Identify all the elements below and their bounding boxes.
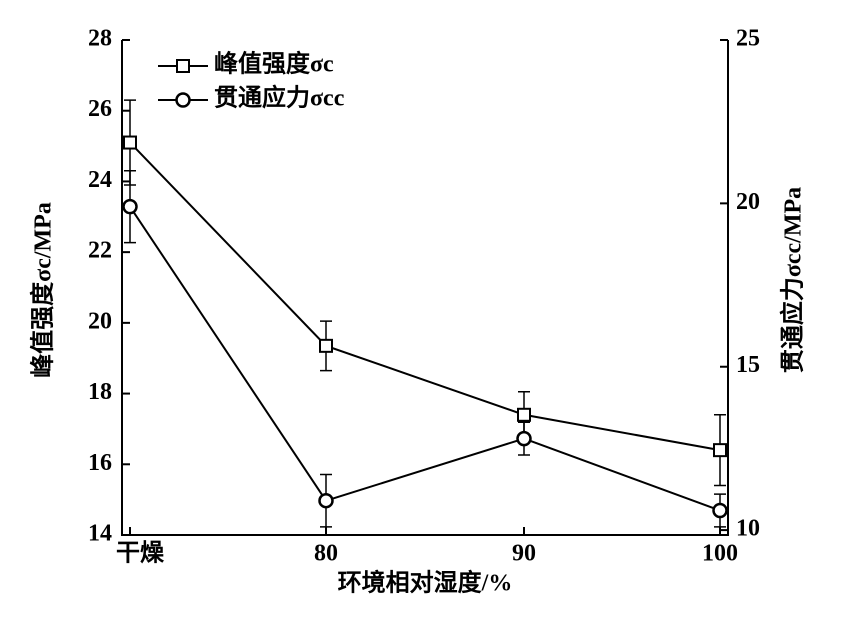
x-tick-label: 80	[314, 541, 338, 567]
data-point	[712, 502, 728, 519]
y-tick-label: 26	[88, 96, 112, 122]
y-axis-label: 峰值强度σc/MPa	[29, 202, 57, 378]
x-axis-label: 环境相对湿度/%	[338, 569, 513, 597]
y2-axis-label: 贯通应力σcc/MPa	[779, 187, 807, 373]
y-tick-label: 20	[88, 308, 112, 334]
y-tick-label: 18	[88, 379, 112, 405]
x-tick-label: 干燥	[116, 540, 165, 567]
y2-tick-label: 10	[736, 516, 760, 542]
data-point	[123, 135, 137, 150]
data-point	[319, 338, 333, 353]
y-tick-label: 22	[88, 238, 112, 264]
data-point	[713, 443, 727, 458]
data-point	[516, 430, 532, 447]
y2-tick-label: 20	[736, 189, 760, 215]
legend-marker	[176, 59, 190, 73]
series-line	[129, 206, 721, 512]
legend-label: 峰值强度σc	[214, 50, 334, 78]
y2-tick-label: 15	[736, 352, 760, 378]
axis-frame	[121, 40, 729, 536]
data-point	[517, 407, 531, 422]
y-tick-label: 24	[88, 167, 112, 193]
legend-marker	[175, 92, 191, 108]
legend-label: 贯通应力σcc	[214, 84, 345, 112]
y-tick-label: 16	[88, 450, 112, 476]
data-point	[318, 492, 334, 509]
y-tick-label: 14	[88, 521, 112, 547]
y2-tick-label: 25	[736, 26, 760, 52]
series-line	[129, 141, 721, 452]
x-tick-label: 90	[512, 541, 536, 567]
y-tick-label: 28	[88, 26, 112, 52]
x-tick-label: 100	[702, 541, 738, 567]
data-point	[122, 198, 138, 215]
